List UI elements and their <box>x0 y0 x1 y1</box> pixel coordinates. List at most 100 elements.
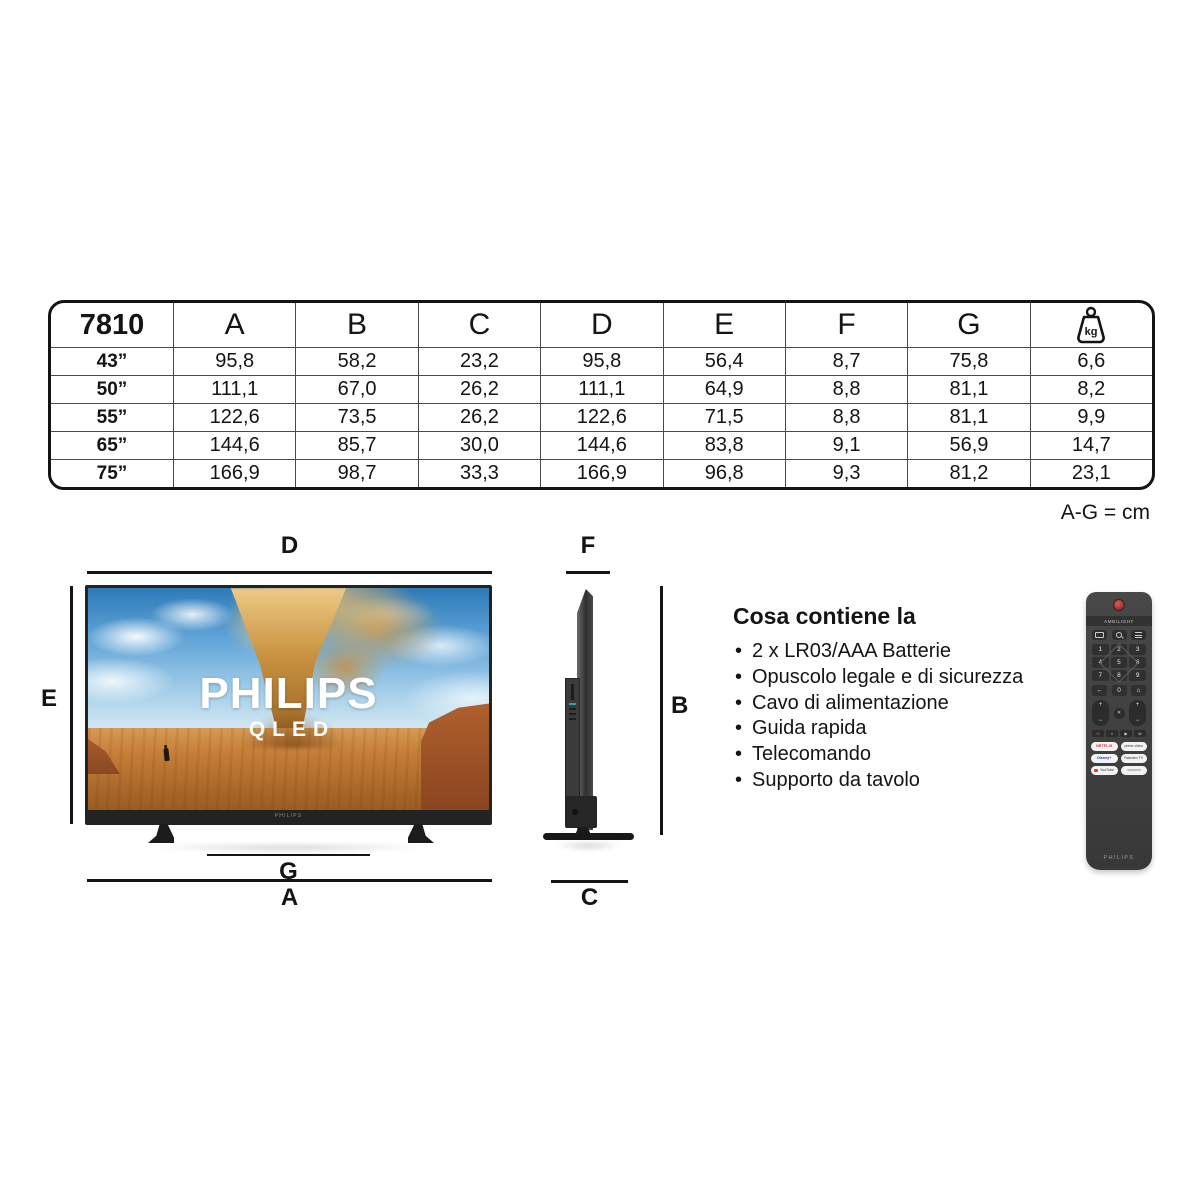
back-button: ← <box>1092 685 1107 696</box>
dimensions-table: 7810 A B C D E F G kg 43” 95,8 58,2 23,2… <box>48 300 1155 490</box>
dim-line-a <box>87 879 492 882</box>
hdmi-port <box>569 713 576 715</box>
cell: 33,3 <box>417 459 541 487</box>
cell: 81,2 <box>907 459 1030 487</box>
rewind-key: ≪ <box>1092 730 1104 737</box>
digit-key: 8 <box>1110 670 1128 681</box>
cell: 8,8 <box>784 403 908 431</box>
cell: 58,2 <box>295 347 418 375</box>
media-keys-row: ≪ ● ▶ ≫ <box>1092 730 1146 737</box>
volume-channel-row: + − ✕ + − <box>1092 700 1146 726</box>
table-col-a: A <box>173 303 295 347</box>
cell: 26,2 <box>417 403 541 431</box>
cell: 56,4 <box>662 347 785 375</box>
cell: 6,6 <box>1029 347 1152 375</box>
cell: 9,9 <box>1029 403 1152 431</box>
cell: 23,1 <box>1029 459 1152 487</box>
tv-right-foot <box>408 824 434 843</box>
cell: 81,1 <box>907 375 1030 403</box>
cell: 95,8 <box>540 347 663 375</box>
qled-text: QLED <box>248 718 336 742</box>
dim-line-g <box>207 854 370 856</box>
svg-text:kg: kg <box>1085 326 1098 338</box>
cell: 30,0 <box>417 431 541 459</box>
cell: 26,2 <box>417 375 541 403</box>
row-size-75: 75” <box>51 459 173 487</box>
box-contents-list: 2 x LR03/AAA Batterie Opuscolo legale e … <box>733 639 1078 794</box>
record-key: ● <box>1106 730 1118 737</box>
table-col-b: B <box>295 303 417 347</box>
cell: 85,7 <box>295 431 418 459</box>
cell: 95,8 <box>173 347 296 375</box>
row-size-43: 43” <box>51 347 173 375</box>
cell: 81,1 <box>907 403 1030 431</box>
tv-side-stand-neck <box>575 827 591 835</box>
cell: 9,1 <box>784 431 908 459</box>
digit-zero-key: 0 <box>1111 685 1127 696</box>
dim-line-e <box>70 586 73 824</box>
row-size-50: 50” <box>51 375 173 403</box>
weight-kg-icon: kg <box>1029 303 1152 347</box>
cell: 122,6 <box>173 403 296 431</box>
volume-rocker: + − <box>1092 700 1109 726</box>
guide-button <box>1131 630 1146 640</box>
volume-up-label: + <box>1098 702 1103 708</box>
table-col-f: F <box>784 303 907 347</box>
list-item: Guida rapida <box>733 716 1078 742</box>
unit-note: A-G = cm <box>1060 501 1150 524</box>
cell: 96,8 <box>662 459 785 487</box>
cell: 144,6 <box>540 431 663 459</box>
table-col-c: C <box>417 303 540 347</box>
cell: 144,6 <box>173 431 296 459</box>
digit-key: 3 <box>1129 644 1146 655</box>
remote-top-buttons <box>1092 630 1146 640</box>
cell: 71,5 <box>662 403 785 431</box>
cell: 111,1 <box>173 375 296 403</box>
usb-port <box>569 703 576 705</box>
app-button <box>1120 765 1147 775</box>
digit-key: 9 <box>1129 670 1146 681</box>
dim-label-a: A <box>280 884 299 911</box>
table-col-e: E <box>662 303 785 347</box>
screen-brand-overlay: PHILIPS QLED <box>88 672 489 742</box>
cell: 73,5 <box>295 403 418 431</box>
cell: 23,2 <box>417 347 541 375</box>
row-size-55: 55” <box>51 403 173 431</box>
channel-rocker: + − <box>1129 700 1146 726</box>
cell: 122,6 <box>540 403 663 431</box>
list-item: Telecomando <box>733 742 1078 768</box>
tv-side-connection-box <box>565 678 580 800</box>
dim-label-b: B <box>671 692 689 719</box>
tv-side-panel <box>577 589 593 830</box>
table-col-d: D <box>540 303 662 347</box>
search-icon <box>1116 632 1122 638</box>
table-col-g: G <box>907 303 1029 347</box>
cell: 64,9 <box>662 375 785 403</box>
channel-up-label: + <box>1135 702 1140 708</box>
tv-screen: PHILIPS QLED <box>88 588 489 810</box>
box-contents: Cosa contiene la 2 x LR03/AAA Batterie O… <box>733 603 1078 794</box>
table-model-number: 7810 <box>79 308 145 341</box>
cell: 83,8 <box>662 431 785 459</box>
digit-key: 2 <box>1110 644 1128 655</box>
disney-plus-button: Disney+ <box>1091 753 1118 763</box>
list-item: Cavo di alimentazione <box>733 691 1078 717</box>
dim-line-c <box>551 880 628 883</box>
dim-line-f <box>566 571 610 574</box>
row-size-65: 65” <box>51 431 173 459</box>
illegible-app-label <box>1126 769 1141 771</box>
cell: 8,8 <box>784 375 908 403</box>
digit-key: 1 <box>1092 644 1109 655</box>
channel-down-label: − <box>1135 718 1140 724</box>
mute-button: ✕ <box>1113 707 1125 719</box>
dim-line-d <box>87 571 492 574</box>
cell: 166,9 <box>173 459 296 487</box>
dim-label-g: G <box>279 858 298 885</box>
rakuten-tv-button: Rakuten TV <box>1120 753 1147 763</box>
remote-brand-text: PHILIPS <box>1103 855 1135 861</box>
search-button <box>1111 630 1127 640</box>
remote-control: AMBILIGHT 1 2 3 4 5 6 7 8 9 ← 0 ⌂ + − <box>1086 592 1152 870</box>
bezel-brand-text: PHILIPS <box>274 812 303 819</box>
tv-front-view: PHILIPS QLED PHILIPS <box>85 585 492 825</box>
